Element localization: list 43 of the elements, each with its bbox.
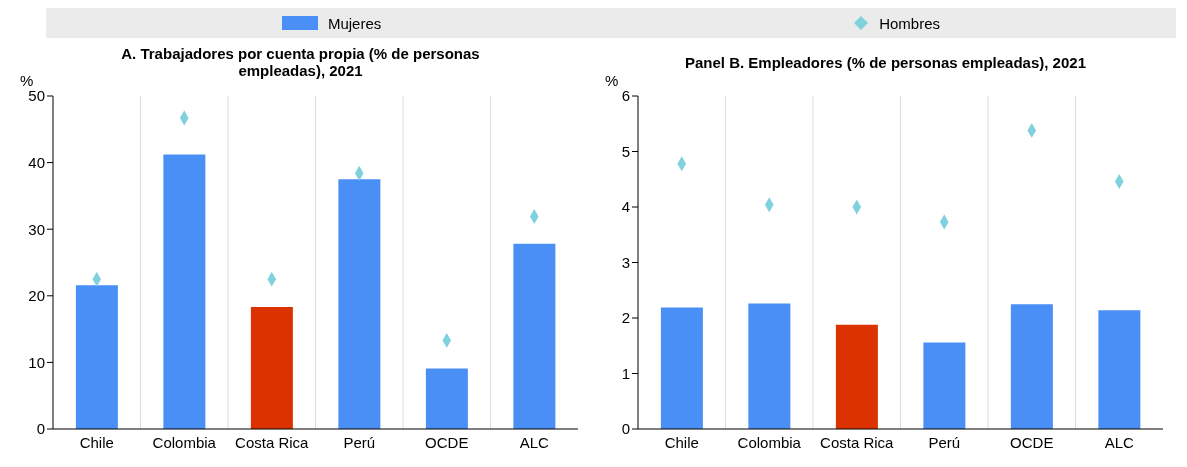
chart-title: Panel B. Empleadores (% de personas empleadas), 2021 xyxy=(684,53,1086,71)
chart-title: A. Trabajadores por cuenta propia (% de personas empleadas), 2021 xyxy=(121,45,480,79)
bar xyxy=(163,154,206,429)
x-tick-label: ALC xyxy=(1104,433,1134,451)
y-tick-label: 40 xyxy=(28,153,45,171)
bar xyxy=(513,243,556,429)
legend-label: Mujeres xyxy=(327,14,382,32)
y-tick-label: 50 xyxy=(28,87,45,105)
x-tick-label: Perú xyxy=(928,433,961,451)
bar xyxy=(835,324,878,429)
x-tick-label: Colombia xyxy=(737,433,802,451)
x-tick-label: ALC xyxy=(519,433,549,451)
x-tick-label: Costa Rica xyxy=(820,433,895,451)
bar xyxy=(748,303,791,429)
y-axis-title: % xyxy=(605,72,619,89)
bar xyxy=(660,307,703,429)
y-tick-label: 4 xyxy=(621,198,630,216)
y-tick-label: 10 xyxy=(28,353,45,371)
y-tick-label: 0 xyxy=(621,420,630,438)
y-tick-label: 5 xyxy=(621,142,630,160)
x-tick-label: Colombia xyxy=(152,433,217,451)
y-tick-label: 3 xyxy=(621,253,630,271)
y-axis-title: % xyxy=(20,72,34,89)
bar xyxy=(425,368,468,429)
x-tick-label: Perú xyxy=(343,433,376,451)
y-tick-label: 6 xyxy=(621,87,630,105)
bar xyxy=(923,342,966,429)
x-tick-label: Chile xyxy=(664,433,699,451)
y-tick-label: 0 xyxy=(36,420,45,438)
legend-label: Hombres xyxy=(879,14,941,32)
bar xyxy=(1098,310,1141,429)
x-tick-label: Chile xyxy=(79,433,114,451)
bar xyxy=(1010,304,1053,429)
bar xyxy=(250,307,293,429)
bar xyxy=(338,179,381,429)
y-tick-label: 20 xyxy=(28,287,45,305)
x-tick-label: Costa Rica xyxy=(235,433,310,451)
bar xyxy=(75,285,118,429)
y-tick-label: 2 xyxy=(621,309,630,327)
y-tick-label: 30 xyxy=(28,220,45,238)
x-tick-label: OCDE xyxy=(425,433,469,451)
y-tick-label: 1 xyxy=(621,364,630,382)
x-tick-label: OCDE xyxy=(1010,433,1054,451)
